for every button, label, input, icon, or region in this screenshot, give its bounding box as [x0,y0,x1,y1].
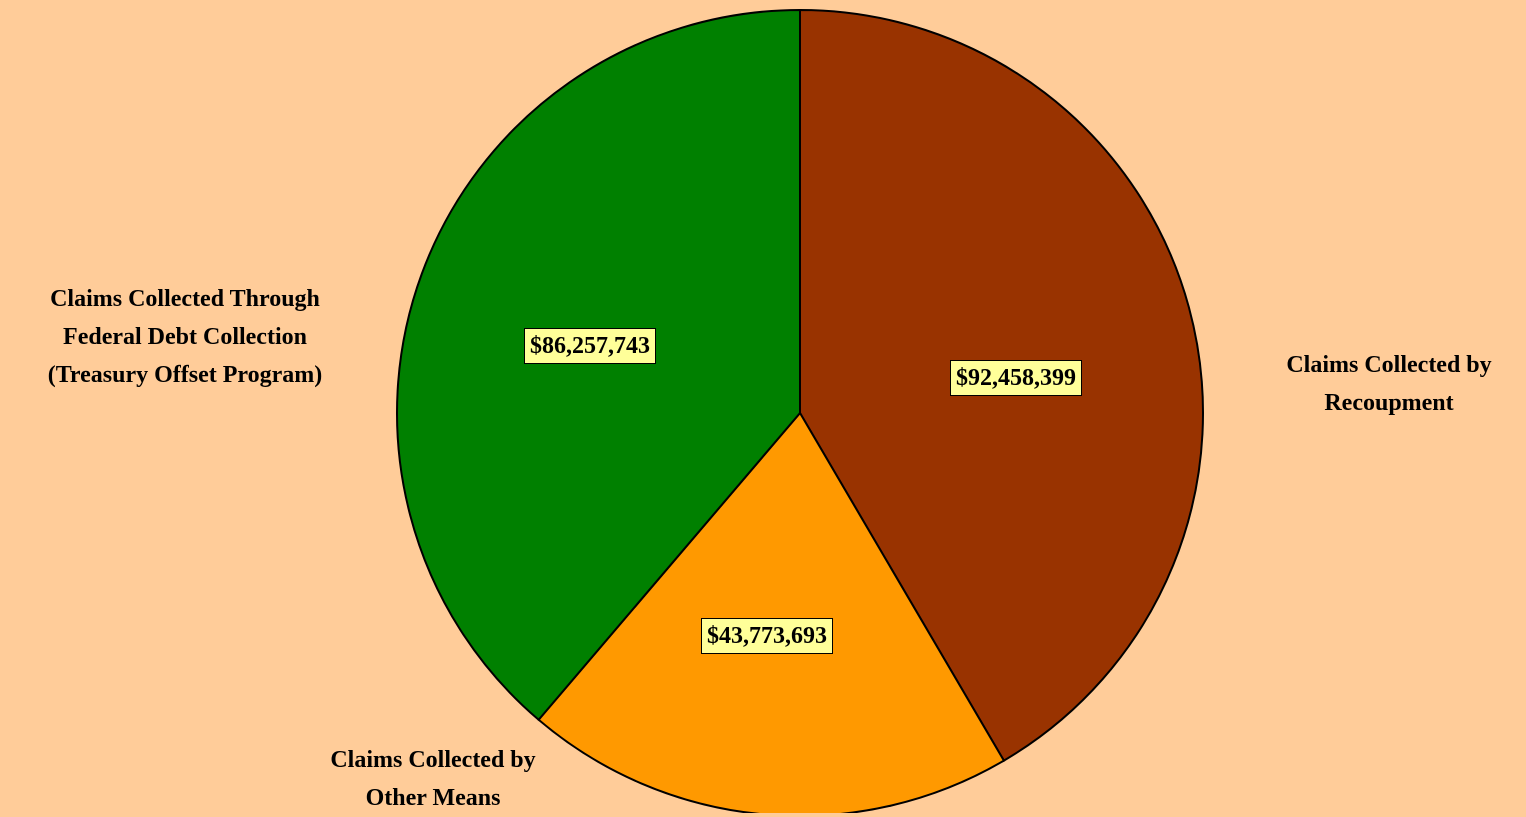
value-label-treasury-offset: $86,257,743 [524,328,656,364]
category-label-treasury-offset: Claims Collected Through Federal Debt Co… [47,286,323,388]
value-label-other-means: $43,773,693 [701,618,833,654]
category-label-other-means: Claims Collected by Other Means [330,747,536,811]
pie-slice-treasury-offset [396,8,801,722]
category-label-recoupment: Claims Collected by Recoupment [1286,352,1492,416]
pie-slice-other-means [537,411,1006,813]
value-label-recoupment: $92,458,399 [950,360,1082,396]
